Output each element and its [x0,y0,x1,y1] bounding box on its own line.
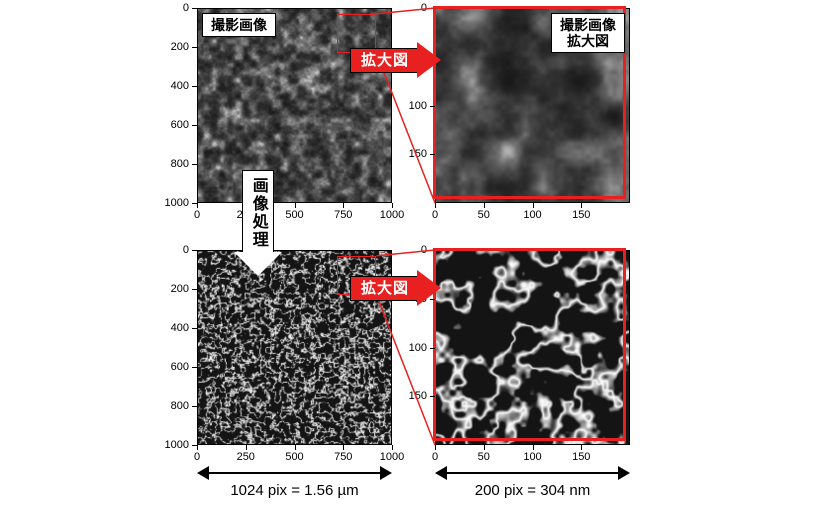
ytick [192,406,197,407]
figure-stage: 0250500750100002004006008001000撮影画像05010… [0,0,828,517]
xtick-label: 1000 [380,209,404,221]
xtick-label: 500 [285,209,303,221]
ytick-label: 0 [421,2,427,14]
ytick-label: 100 [409,100,427,112]
xtick-label: 50 [478,451,490,463]
xtick-label: 0 [432,209,438,221]
xtick [581,445,582,450]
ytick [430,348,435,349]
xtick [197,203,198,208]
arrow-right-icon [417,42,441,78]
xtick [246,445,247,450]
ytick-label: 800 [171,400,189,412]
xtick [484,203,485,208]
ytick [430,106,435,107]
ytick-label: 1000 [165,197,189,209]
xtick [581,203,582,208]
ytick-label: 600 [171,119,189,131]
xtick-label: 500 [285,451,303,463]
arrow-right-icon [618,466,630,480]
xtick [343,203,344,208]
xtick [435,445,436,450]
xtick-label: 150 [572,451,590,463]
ytick [192,250,197,251]
zoom-arrow-top: 拡大図 [350,42,441,78]
ytick-label: 200 [171,283,189,295]
ytick [192,445,197,446]
scalebar-right-arrow [435,466,630,480]
ytick [192,367,197,368]
xtick-label: 150 [572,209,590,221]
scalebar-left-shaft [209,472,380,474]
ytick-label: 400 [171,80,189,92]
xtick [295,445,296,450]
xtick [435,203,436,208]
xtick-label: 0 [432,451,438,463]
scalebar-right-shaft [447,472,618,474]
ytick [192,164,197,165]
ytick [192,47,197,48]
panel-top_left-label: 撮影画像 [202,13,276,37]
panel-bottom_right [435,250,630,445]
scalebar-left-arrow [197,466,392,480]
zoom-arrow-bottom: 拡大図 [350,270,441,306]
xtick-label: 100 [523,451,541,463]
ytick [192,328,197,329]
xtick [533,445,534,450]
xtick-label: 0 [194,209,200,221]
ytick-label: 800 [171,158,189,170]
xtick-label: 0 [194,451,200,463]
scalebar-right-caption: 200 pix = 304 nm [475,482,591,499]
ytick [430,8,435,9]
xtick [392,203,393,208]
process-arrow-label: 画像処理 [242,170,274,252]
panel-bottom_right-image [436,251,629,444]
ytick [192,203,197,204]
ytick-label: 0 [183,244,189,256]
xtick [484,445,485,450]
xtick-label: 100 [523,209,541,221]
xtick-label: 1000 [380,451,404,463]
xtick-label: 750 [334,209,352,221]
xtick [533,203,534,208]
ytick [430,250,435,251]
zoom-arrow-bottom-label: 拡大図 [350,276,417,301]
ytick [192,125,197,126]
ytick [192,289,197,290]
xtick [197,445,198,450]
xtick [392,445,393,450]
ytick [430,154,435,155]
ytick-label: 100 [409,342,427,354]
ytick-label: 150 [409,148,427,160]
panel-top_right-label: 撮影画像 拡大図 [551,13,625,53]
ytick-label: 0 [421,244,427,256]
arrow-down-icon [234,252,282,276]
ytick-label: 1000 [165,439,189,451]
ytick-label: 0 [183,2,189,14]
xtick-label: 750 [334,451,352,463]
ytick [192,8,197,9]
xtick [343,445,344,450]
ytick-label: 600 [171,361,189,373]
ytick [430,396,435,397]
xtick [295,203,296,208]
ytick-label: 200 [171,41,189,53]
ytick [192,86,197,87]
arrow-right-icon [380,466,392,480]
xtick-label: 50 [478,209,490,221]
zoom-arrow-top-label: 拡大図 [350,48,417,73]
arrow-right-icon [417,270,441,306]
process-arrow: 画像処理 [234,170,282,276]
ytick-label: 150 [409,390,427,402]
ytick-label: 400 [171,322,189,334]
scalebar-left-caption: 1024 pix = 1.56 µm [230,482,358,499]
arrow-left-icon [435,466,447,480]
arrow-left-icon [197,466,209,480]
xtick-label: 250 [237,451,255,463]
